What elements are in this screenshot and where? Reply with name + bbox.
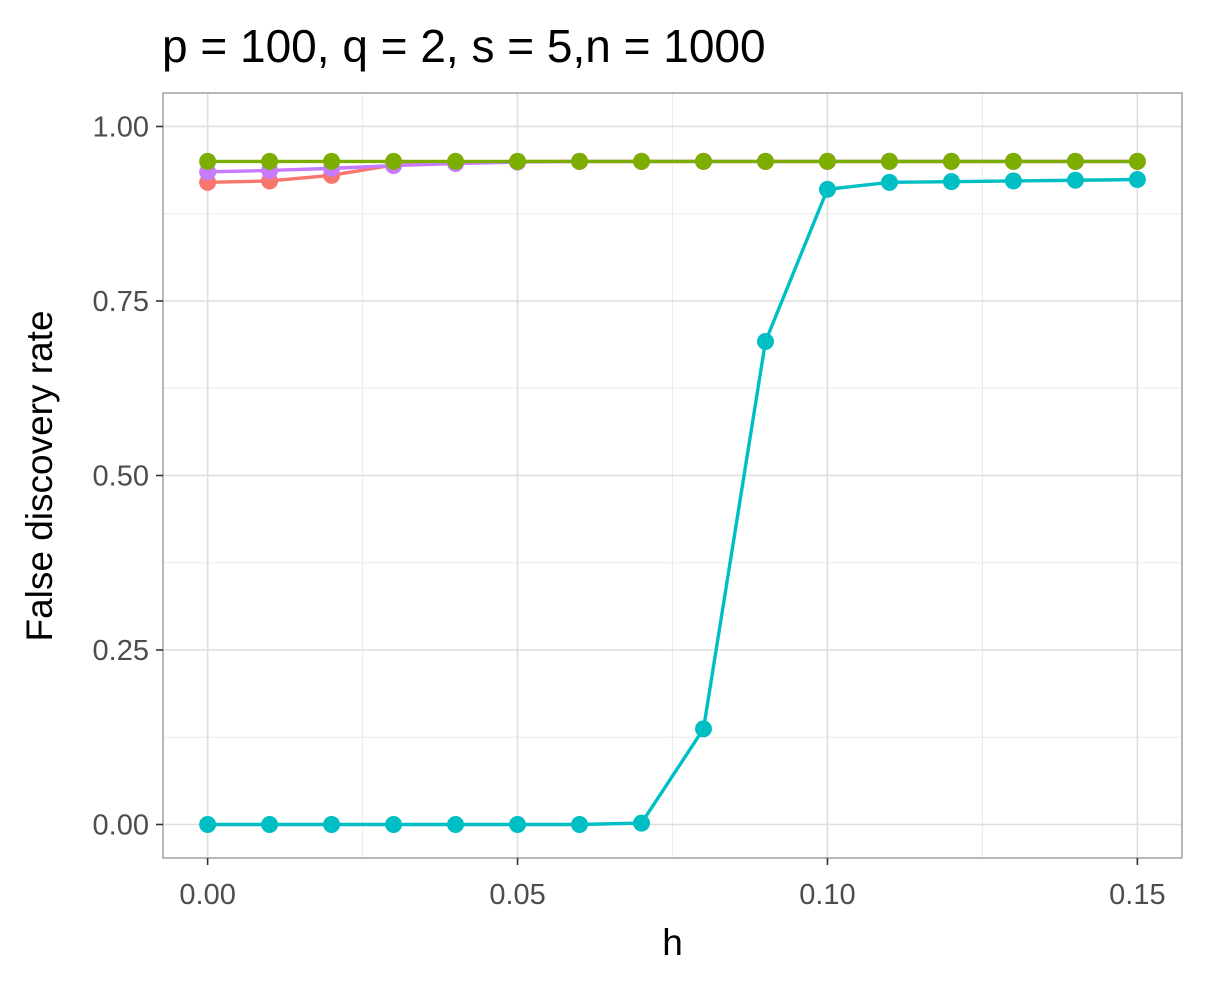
series-1-point xyxy=(1066,171,1084,189)
series-1-point xyxy=(571,815,589,833)
series-1-point xyxy=(385,815,403,833)
series-1-line xyxy=(207,177,1138,827)
y-tick-label: 1.00 xyxy=(93,112,149,144)
y-tick-label: 0.25 xyxy=(93,635,149,667)
series-1-point xyxy=(261,815,279,833)
x-tick-label: 0.10 xyxy=(799,879,855,911)
series-3-point xyxy=(880,152,898,170)
x-tick-label: 0.05 xyxy=(489,879,545,911)
x-axis: 0.00 0.05 0.10 0.15 xyxy=(179,858,1166,911)
series-3-point xyxy=(942,152,960,170)
series-1-point xyxy=(633,814,651,832)
series-3-point xyxy=(385,152,403,170)
series-1-point xyxy=(1004,172,1022,190)
series-3-point xyxy=(818,152,836,170)
y-tick-label: 0.75 xyxy=(93,286,149,318)
series-1-point xyxy=(447,815,465,833)
series-3-point xyxy=(323,152,341,170)
series-1-point xyxy=(756,332,774,350)
series-3-point xyxy=(694,152,712,170)
series-1-point xyxy=(942,173,960,191)
series-3-point xyxy=(571,152,589,170)
series-1-point xyxy=(818,180,836,198)
series-3-point xyxy=(447,152,465,170)
series-1-point xyxy=(199,815,217,833)
y-axis: 0.00 0.25 0.50 0.75 1.00 xyxy=(93,112,163,841)
series-3-point xyxy=(1004,152,1022,170)
y-tick-label: 0.50 xyxy=(93,461,149,493)
series-3-point xyxy=(756,152,774,170)
series-3-point xyxy=(261,152,279,170)
y-axis-title: False discovery rate xyxy=(19,310,60,641)
series-1-point xyxy=(694,720,712,738)
y-tick-label: 0.00 xyxy=(93,809,149,841)
series-1-point xyxy=(1128,171,1146,189)
series-3-point xyxy=(1128,152,1146,170)
x-tick-label: 0.15 xyxy=(1109,879,1165,911)
series-1-point xyxy=(323,815,341,833)
x-tick-label: 0.00 xyxy=(179,879,235,911)
series-3-point xyxy=(1066,152,1084,170)
series-1-point xyxy=(880,173,898,191)
series-1-point xyxy=(509,815,527,833)
minor-gridlines xyxy=(163,93,1182,858)
chart-title: p = 100, q = 2, s = 5,n = 1000 xyxy=(162,20,766,72)
x-axis-title: h xyxy=(662,922,683,963)
series-layer xyxy=(199,152,1146,833)
series-3-point xyxy=(509,152,527,170)
series-3-point xyxy=(633,152,651,170)
series-3-point xyxy=(199,152,217,170)
